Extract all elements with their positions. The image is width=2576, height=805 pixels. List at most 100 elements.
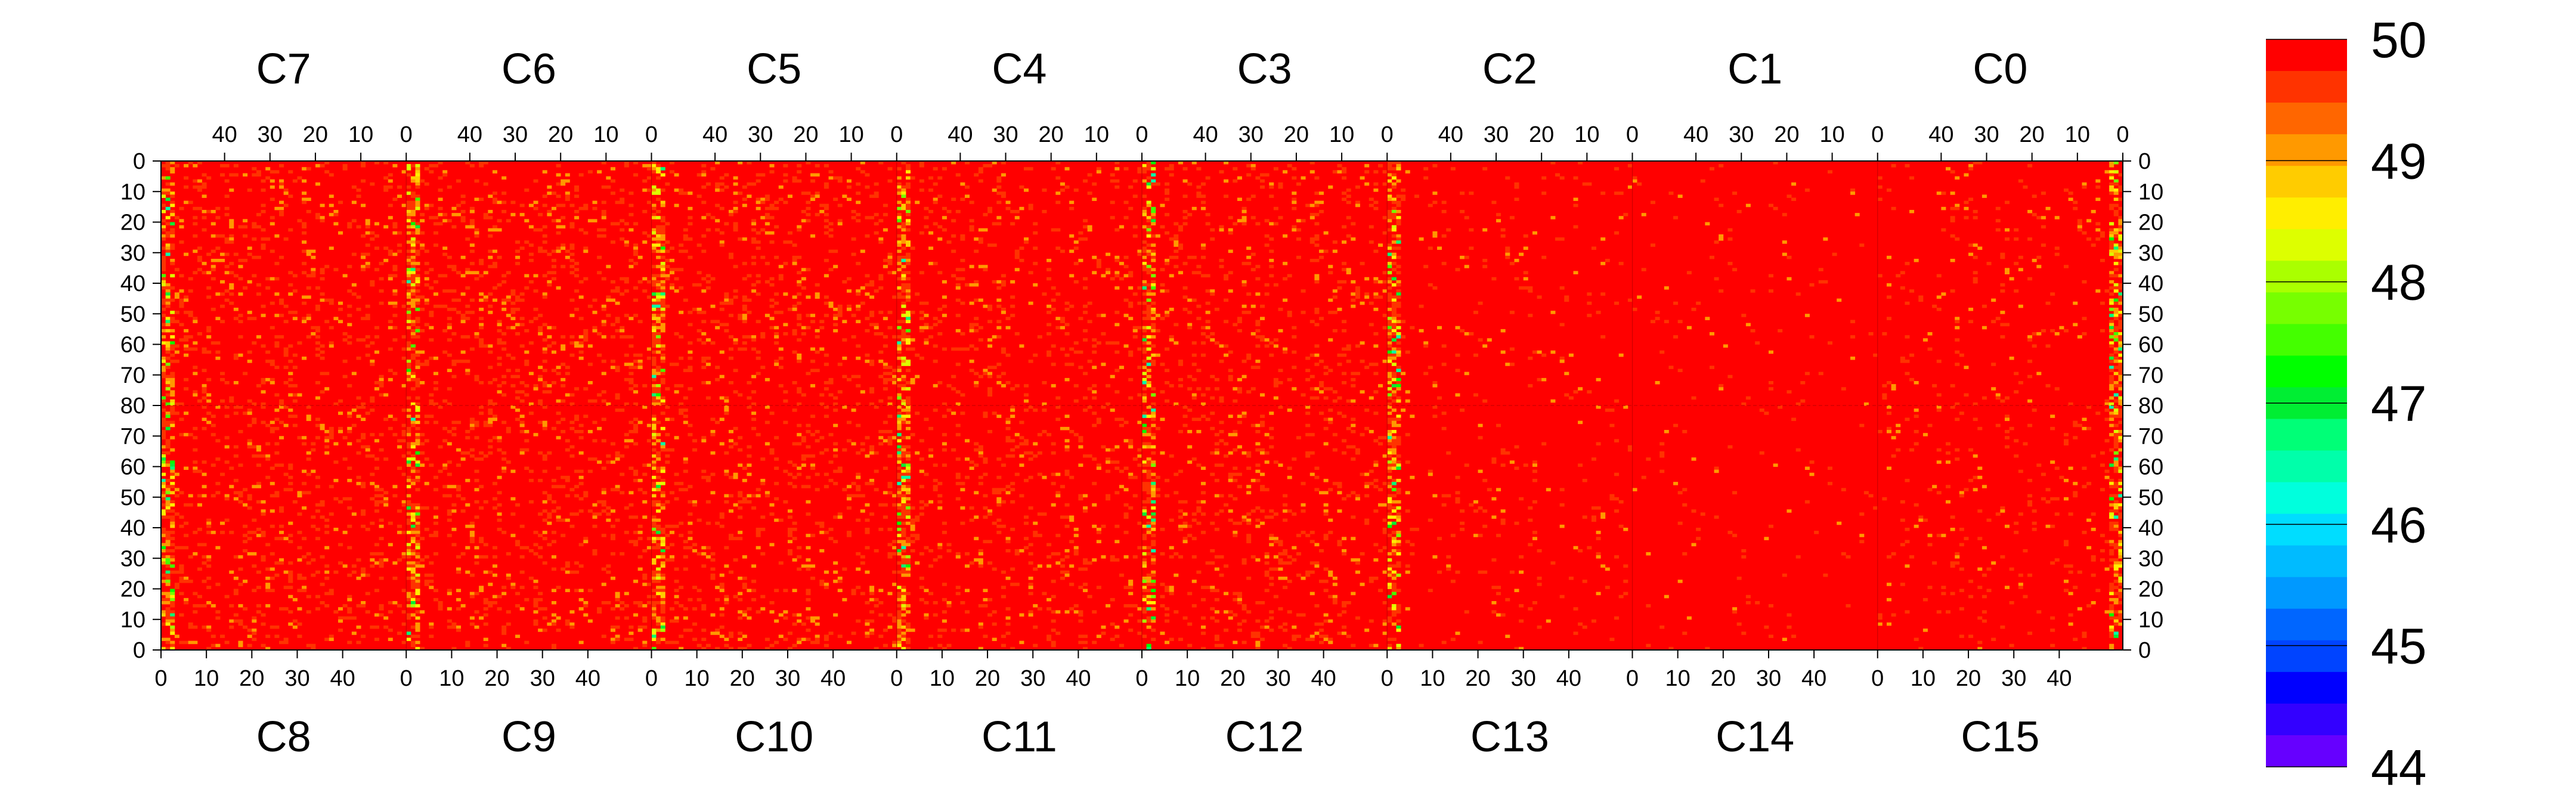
heatmap-cell [538, 534, 543, 537]
heatmap-cell [170, 384, 175, 388]
heatmap-cell [202, 426, 207, 431]
heatmap-cell [688, 597, 693, 602]
heatmap-cell [551, 485, 556, 488]
heatmap-cell [379, 607, 384, 611]
heatmap-cell [320, 555, 325, 559]
heatmap-cell [469, 592, 475, 596]
heatmap-cell [996, 185, 1002, 189]
heatmap-cell [410, 249, 416, 253]
heatmap-cell [760, 482, 766, 485]
heatmap-cell [329, 203, 334, 208]
heatmap-cell [637, 280, 643, 284]
heatmap-cell [901, 246, 906, 250]
heatmap-cell [506, 426, 511, 431]
heatmap-cell [642, 583, 648, 586]
heatmap-cell [660, 402, 665, 406]
heatmap-cell [651, 374, 657, 379]
heatmap-cell [651, 228, 657, 232]
heatmap-cell [174, 311, 179, 314]
heatmap-cell [896, 249, 902, 253]
heatmap-cell [1005, 485, 1011, 488]
heatmap-cell [660, 173, 665, 177]
heatmap-cell [637, 626, 643, 629]
heatmap-cell [624, 592, 629, 596]
heatmap-cell [733, 338, 738, 342]
heatmap-cell [215, 246, 221, 250]
heatmap-cell [193, 390, 198, 394]
heatmap-cell [933, 262, 938, 265]
heatmap-cell [179, 564, 184, 568]
heatmap-cell [433, 387, 438, 391]
heatmap-cell [533, 289, 538, 293]
heatmap-cell [356, 626, 361, 629]
heatmap-cell [665, 500, 670, 504]
heatmap-cell [751, 219, 757, 222]
heatmap-cell [896, 420, 902, 425]
heatmap-cell [983, 414, 988, 418]
heatmap-cell [410, 292, 416, 296]
heatmap-cell [465, 237, 470, 241]
heatmap-cell [338, 430, 343, 434]
heatmap-cell [406, 173, 411, 177]
heatmap-cell [243, 219, 248, 222]
heatmap-cell [442, 213, 448, 216]
heatmap-cell [883, 377, 888, 382]
heatmap-cell [901, 589, 906, 593]
heatmap-cell [742, 479, 747, 482]
heatmap-cell [370, 454, 375, 458]
heatmap-cell [792, 408, 797, 412]
heatmap-cell [919, 179, 924, 183]
heatmap-cell [533, 597, 538, 602]
heatmap-cell [656, 295, 661, 299]
heatmap-cell [220, 399, 225, 403]
heatmap-cell [624, 506, 629, 510]
heatmap-cell [910, 506, 915, 510]
heatmap-cell [837, 222, 843, 226]
heatmap-cell [774, 301, 779, 305]
heatmap-cell [901, 314, 906, 317]
heatmap-cell [483, 622, 488, 626]
heatmap-cell [624, 353, 629, 357]
heatmap-cell [538, 555, 543, 559]
heatmap-cell [955, 283, 961, 287]
heatmap-cell [642, 231, 648, 235]
heatmap-cell [633, 531, 639, 534]
heatmap-cell [656, 234, 661, 238]
heatmap-cell [815, 283, 820, 287]
heatmap-cell [161, 323, 166, 327]
heatmap-cell [324, 577, 330, 580]
heatmap-cell [233, 252, 239, 256]
heatmap-cell [410, 580, 416, 583]
heatmap-cell [901, 259, 906, 262]
heatmap-cell [274, 573, 280, 577]
heatmap-cell [606, 185, 611, 189]
heatmap-cell [465, 369, 470, 373]
heatmap-cell [656, 188, 661, 192]
heatmap-cell [924, 616, 929, 620]
heatmap-cell [651, 570, 657, 574]
heatmap-cell [519, 607, 525, 611]
heatmap-cell [460, 350, 466, 354]
heatmap-cell [860, 161, 865, 165]
heatmap-cell [601, 213, 606, 216]
heatmap-cell [179, 613, 184, 617]
heatmap-cell [265, 286, 271, 290]
heatmap-cell [501, 347, 507, 351]
heatmap-cell [905, 497, 911, 501]
heatmap-cell [937, 271, 943, 275]
heatmap-cell [238, 463, 243, 467]
heatmap-cell [869, 586, 875, 589]
heatmap-cell [892, 494, 897, 498]
heatmap-cell [451, 265, 457, 268]
heatmap-cell [665, 249, 670, 253]
heatmap-cell [233, 274, 239, 278]
heatmap-cell [361, 234, 366, 238]
heatmap-cell [701, 216, 707, 219]
heatmap-cell [896, 643, 902, 648]
heatmap-cell [415, 350, 420, 354]
heatmap-cell [519, 555, 525, 559]
heatmap-cell [896, 396, 902, 400]
heatmap-cell [561, 430, 566, 434]
heatmap-cell [601, 500, 606, 504]
heatmap-cell [660, 283, 665, 287]
